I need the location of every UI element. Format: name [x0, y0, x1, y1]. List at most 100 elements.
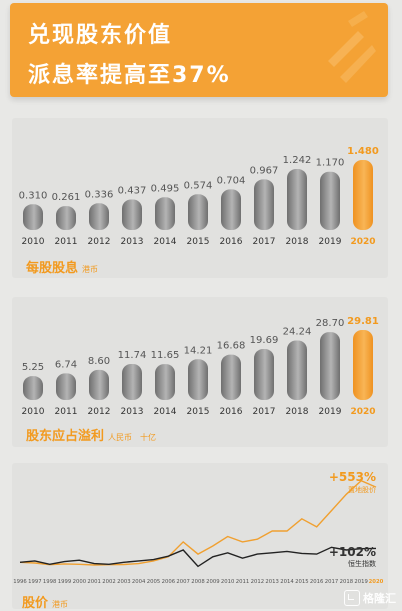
dividend-value-label: 0.704: [217, 175, 246, 186]
dividend-caption: 每股股息 港币: [26, 257, 98, 276]
dividend-caption-unit: 港币: [82, 265, 99, 274]
dividend-value-label: 0.495: [151, 183, 180, 194]
price-year-tick-label: 2004: [132, 579, 146, 585]
hsi-series-name: 恒生指数: [348, 559, 376, 568]
watermark: 格隆汇: [344, 590, 396, 606]
price-year-tick-label: 2014: [280, 579, 294, 585]
profit-tick-label: 2011: [55, 407, 78, 417]
profit-bar: [254, 349, 274, 400]
price-caption-title: 股价: [22, 596, 49, 611]
price-year-tick-label: 1996: [13, 579, 27, 585]
price-year-tick-label: 1999: [58, 579, 71, 585]
profit-bar: [188, 359, 208, 400]
price-year-tick-label: 2005: [147, 579, 160, 585]
profit-bar: [155, 364, 175, 400]
price-year-tick-label: 2019: [354, 579, 367, 585]
dividend-tick-label: 2015: [187, 237, 210, 247]
dividend-tick-label: 2012: [88, 237, 111, 247]
price-year-tick-label: 2007: [176, 579, 189, 585]
profit-tick-label: 2015: [187, 407, 210, 417]
price-year-tick-label: 2017: [325, 579, 338, 585]
profit-value-label: 11.74: [118, 350, 147, 361]
dividend-tick-label: 2011: [55, 237, 78, 247]
profit-value-label: 28.70: [316, 318, 345, 329]
decorative-stripes-icon: [328, 11, 376, 83]
price-year-tick-label: 2002: [102, 579, 115, 585]
price-year-tick-label: 2016: [310, 579, 324, 585]
profit-tick-label: 2018: [286, 407, 309, 417]
profit-tick-label: 2020: [350, 407, 375, 417]
dividend-value-label: 0.336: [85, 189, 114, 200]
profit-bar: [23, 376, 43, 400]
profit-value-label: 24.24: [283, 326, 312, 337]
gelonghui-logo-icon: [344, 590, 360, 606]
profit-value-label: 5.25: [22, 362, 44, 373]
dividend-caption-title: 每股股息: [26, 261, 79, 276]
dividend-value-label: 1.480: [347, 146, 379, 157]
price-caption-unit: 港币: [52, 600, 69, 609]
hsi-annotation: +102%: [329, 545, 376, 559]
dividend-bar: [23, 204, 43, 230]
dividend-tick-label: 2017: [253, 237, 276, 247]
profit-bar: [56, 373, 76, 400]
profit-caption: 股东应占溢利 人民币 十亿: [26, 425, 156, 444]
profit-value-label: 29.81: [347, 316, 379, 327]
price-year-tick-label: 2008: [191, 579, 205, 585]
profit-value-label: 16.68: [217, 341, 246, 352]
price-year-tick-label: 1998: [43, 579, 57, 585]
dividend-bar: [353, 160, 373, 230]
profit-tick-label: 2012: [88, 407, 111, 417]
dividend-bar: [56, 206, 76, 230]
watermark-text: 格隆汇: [363, 592, 396, 605]
profit-tick-label: 2010: [22, 407, 45, 417]
dividend-tick-label: 2013: [121, 237, 144, 247]
profit-value-label: 6.74: [55, 359, 77, 370]
dividend-bar: [122, 199, 142, 230]
profit-tick-label: 2017: [253, 407, 276, 417]
profit-caption-title: 股东应占溢利: [26, 429, 105, 444]
price-caption: 股价 港币: [22, 592, 68, 611]
profit-value-label: 14.21: [184, 345, 213, 356]
headline-banner: 兑现股东价值 派息率提高至37%: [10, 3, 388, 97]
dividend-tick-label: 2016: [220, 237, 243, 247]
profit-value-label: 11.65: [151, 350, 180, 361]
dividend-bar: [287, 169, 307, 230]
dividend-tick-label: 2014: [154, 237, 177, 247]
profit-tick-label: 2013: [121, 407, 144, 417]
profit-value-label: 19.69: [250, 335, 279, 346]
dividend-value-label: 0.261: [52, 192, 81, 203]
price-year-tick-label: 2011: [236, 579, 249, 585]
price-year-tick-label: 2001: [87, 579, 100, 585]
dividend-value-label: 0.310: [19, 190, 48, 201]
headline-line-1: 兑现股东价值: [28, 23, 173, 48]
dividend-bar: [221, 189, 241, 230]
price-year-tick-label: 2020: [369, 579, 384, 585]
profit-value-label: 8.60: [88, 356, 110, 367]
price-year-tick-label: 2018: [340, 579, 354, 585]
land-price-series-line: [19, 479, 377, 566]
profit-tick-label: 2019: [319, 407, 342, 417]
dividend-bar: [89, 203, 109, 230]
price-year-tick-label: 2006: [162, 579, 176, 585]
hsi-series-line: [19, 546, 377, 568]
dividend-bar: [188, 194, 208, 230]
price-chart-panel: [12, 463, 388, 609]
profit-tick-label: 2016: [220, 407, 243, 417]
dividend-bar: [254, 179, 274, 230]
dividend-value-label: 0.437: [118, 185, 147, 196]
price-year-tick-label: 1997: [28, 579, 41, 585]
dividend-tick-label: 2019: [319, 237, 342, 247]
dividend-value-label: 1.170: [316, 158, 345, 169]
profit-bar: [89, 369, 109, 400]
land-price-annotation: +553%: [329, 470, 376, 484]
headline-line-2: 派息率提高至37%: [28, 63, 231, 88]
profit-bar: [221, 354, 241, 400]
profit-bar: [122, 363, 142, 400]
price-year-tick-label: 2013: [265, 579, 278, 585]
dividend-tick-label: 2020: [350, 237, 375, 247]
profit-bar: [287, 340, 307, 400]
price-year-tick-label: 2012: [251, 579, 264, 585]
profit-tick-label: 2014: [154, 407, 177, 417]
price-year-tick-label: 2003: [117, 579, 130, 585]
